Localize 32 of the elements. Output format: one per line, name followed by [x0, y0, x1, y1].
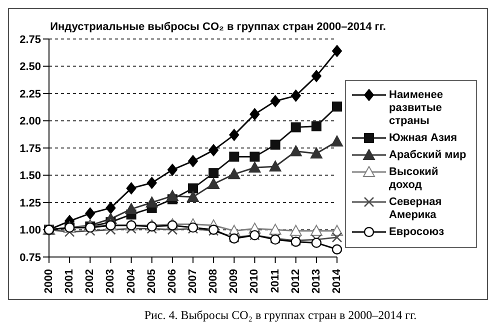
y-tick-label: 1.00: [20, 224, 41, 237]
legend-label: Южная Азия: [389, 132, 458, 145]
x-tick-label: 2007: [187, 269, 199, 294]
y-tick-label: 0.75: [20, 252, 41, 264]
x-tick-label: 2010: [248, 269, 261, 294]
x-tick-label: 2006: [166, 269, 178, 294]
x-tick-label: 2013: [310, 269, 322, 294]
y-tick-label: 2.25: [20, 88, 41, 100]
text: Рис. 4. Выбросы CO₂ в группах стран в 2000–2014 гг.: [143, 308, 418, 323]
x-tick-label: 2009: [228, 269, 240, 294]
y-tick-label: 1.25: [20, 197, 41, 210]
x-tick-label: 2003: [104, 269, 117, 294]
x-tick-label: 2004: [125, 268, 138, 294]
x-tick-label: 2000: [43, 269, 55, 294]
x-tick-label: 2001: [64, 269, 76, 294]
y-tick-label: 2.75: [20, 34, 41, 46]
x-tick-label: 2011: [269, 269, 282, 293]
legend-label: Евросоюз: [389, 226, 444, 239]
chart-title: Индустриальные выбросы CO₂ в группах стран 2000–2014 гг.: [49, 21, 387, 33]
x-tick-label: 2012: [290, 269, 302, 294]
y-tick-label: 2.00: [20, 116, 41, 128]
legend-label: Наименее развитые страны: [389, 89, 444, 128]
x-tick-label: 2014: [331, 268, 343, 294]
x-tick-label: 2008: [208, 269, 220, 294]
x-tick-label: 2002: [84, 269, 96, 294]
y-tick-label: 2.50: [20, 61, 41, 74]
legend-label: Арабский мир: [389, 149, 466, 162]
y-tick-label: 1.50: [20, 170, 41, 182]
x-tick-label: 2005: [146, 269, 158, 294]
legend-label: Высокий доход: [389, 166, 440, 192]
legend-label: Северная Америка: [389, 196, 443, 222]
y-tick-label: 1.75: [20, 142, 41, 155]
